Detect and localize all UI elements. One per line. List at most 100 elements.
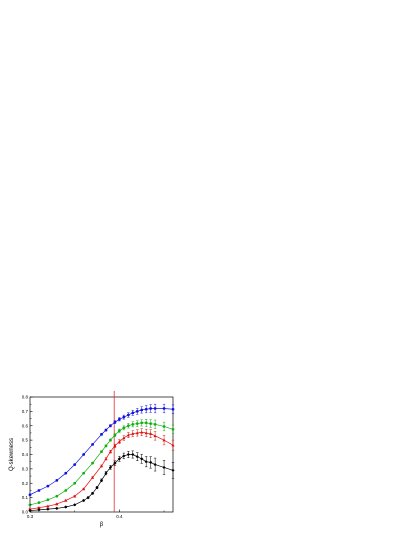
y-tick-label: 0.0 xyxy=(22,510,29,515)
data-point xyxy=(73,503,77,507)
data-point xyxy=(117,457,121,461)
data-point xyxy=(46,504,50,508)
data-point xyxy=(153,434,157,438)
data-point xyxy=(153,407,157,410)
y-tick-label: 0.3 xyxy=(22,466,29,471)
data-point xyxy=(144,421,148,425)
data-point xyxy=(104,428,108,432)
data-point xyxy=(140,421,144,425)
data-point xyxy=(126,433,130,437)
data-point xyxy=(104,444,108,448)
y-axis-label: Q-skewness xyxy=(9,438,15,471)
data-point xyxy=(131,422,135,426)
data-point xyxy=(108,450,113,453)
plot-frame xyxy=(29,396,174,513)
data-point xyxy=(162,425,166,428)
data-point xyxy=(109,438,112,442)
data-point xyxy=(122,415,126,419)
data-point xyxy=(118,417,121,421)
data-point xyxy=(82,453,85,456)
data-point xyxy=(122,436,126,440)
data-point xyxy=(171,443,175,447)
data-point xyxy=(144,407,148,411)
data-point xyxy=(37,489,41,492)
data-point xyxy=(149,407,153,410)
data-point xyxy=(64,498,68,502)
data-point xyxy=(162,438,166,442)
data-point xyxy=(104,471,108,475)
data-point xyxy=(46,507,50,511)
data-point xyxy=(73,494,77,498)
data-point xyxy=(171,468,175,472)
data-point xyxy=(91,461,94,465)
data-point xyxy=(46,498,50,502)
data-point xyxy=(113,433,117,437)
data-point xyxy=(135,455,139,459)
data-point xyxy=(55,502,59,506)
data-point xyxy=(90,491,95,495)
data-point xyxy=(55,479,59,482)
data-point xyxy=(171,427,175,431)
data-point xyxy=(86,496,90,500)
data-point xyxy=(55,494,59,498)
y-tick-label: 0.8 xyxy=(22,395,29,400)
data-point xyxy=(153,462,157,467)
data-point xyxy=(99,464,104,468)
plot-area: 0.0 0.1 0.2 0.3 0.4 0.5 0.6 0.7 0.8 0.3 0.4 xyxy=(22,391,175,519)
data-point xyxy=(100,450,103,453)
data-point xyxy=(104,457,108,461)
y-tick-label: 0.5 xyxy=(22,438,29,443)
data-point xyxy=(126,413,130,417)
data-point xyxy=(108,465,113,470)
data-point xyxy=(73,463,77,466)
data-point xyxy=(140,457,144,461)
data-point xyxy=(73,481,77,485)
series-2 xyxy=(28,419,175,507)
data-point xyxy=(135,410,139,413)
data-point xyxy=(140,408,144,412)
data-point xyxy=(37,508,41,512)
data-point xyxy=(46,484,50,488)
data-point xyxy=(171,407,175,411)
data-point xyxy=(82,471,85,475)
data-point xyxy=(162,407,166,410)
data-point xyxy=(144,431,148,435)
data-point xyxy=(122,426,126,430)
data-point xyxy=(162,465,166,470)
data-point xyxy=(64,505,68,509)
data-point xyxy=(149,422,153,425)
series-1 xyxy=(28,403,175,497)
data-point xyxy=(95,485,99,490)
data-point xyxy=(109,424,112,428)
data-point xyxy=(149,432,153,435)
data-point xyxy=(122,454,126,458)
data-point xyxy=(140,430,144,434)
data-point xyxy=(135,431,139,435)
axes-layer: 0.0 0.1 0.2 0.3 0.4 0.5 0.6 0.7 0.8 0.3 0.4 xyxy=(22,395,165,519)
y-tick-label: 0.7 xyxy=(22,409,29,414)
data-point xyxy=(131,411,135,415)
y-tick-label: 0.1 xyxy=(22,495,29,500)
data-point xyxy=(135,422,139,425)
data-point xyxy=(82,487,86,491)
x-tick-label: 0.3 xyxy=(27,514,34,519)
series-3 xyxy=(28,428,175,511)
data-point xyxy=(144,460,148,464)
data-point xyxy=(126,424,130,428)
data-point xyxy=(113,461,117,465)
data-point xyxy=(37,501,41,505)
data-point xyxy=(131,432,135,435)
data-point xyxy=(99,478,104,482)
data-point xyxy=(153,422,157,426)
y-tick-label: 0.2 xyxy=(22,481,29,486)
data-point xyxy=(64,471,68,475)
data-point xyxy=(90,475,95,479)
data-point xyxy=(131,452,135,457)
y-tick-label: 0.4 xyxy=(22,452,29,457)
data-point xyxy=(113,444,117,448)
data-point xyxy=(28,493,32,497)
data-point xyxy=(82,498,86,503)
series-line xyxy=(29,431,174,510)
x-axis-label: β xyxy=(100,522,104,528)
